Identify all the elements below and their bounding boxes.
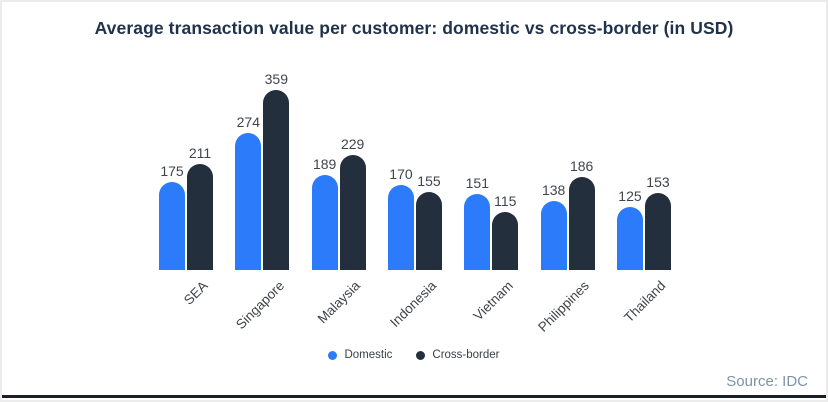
value-label: 186 [569, 158, 594, 174]
chart-legend: Domestic Cross-border [2, 349, 826, 361]
value-label: 175 [160, 163, 184, 179]
bar-cross-border[interactable] [339, 155, 366, 270]
value-label: 125 [618, 188, 642, 204]
legend-dot-icon [328, 350, 338, 360]
bar-column: 151 [464, 175, 491, 270]
bar-domestic[interactable] [616, 207, 643, 270]
value-label: 153 [646, 174, 670, 190]
bar-column: 211 [187, 145, 213, 270]
bar-domestic[interactable] [311, 175, 338, 270]
bar-column: 115 [492, 193, 519, 270]
x-axis-label: Indonesia [387, 278, 440, 331]
legend-dot-icon [416, 350, 426, 360]
legend-label: Domestic [344, 349, 393, 361]
bar-column: 170 [387, 166, 414, 270]
value-label: 155 [417, 173, 441, 189]
x-axis-label: Malaysia [314, 278, 364, 327]
bar-group-indonesia: 170 155 Indonesia [387, 166, 442, 330]
bar-group-thailand: 125 153 Thailand [616, 174, 671, 325]
source-label: Source: IDC [726, 373, 808, 390]
x-axis-label: Vietnam [470, 278, 516, 324]
bar-column: 175 [159, 163, 185, 270]
x-axis-label: SEA [180, 278, 211, 308]
legend-item-cross-border[interactable]: Cross-border [416, 349, 500, 361]
value-label: 151 [465, 175, 489, 191]
bar-chart-plot-area: 175 211 SEA 274 359 Singapore 189 229 Malaysia 17… [159, 2, 671, 335]
bar-cross-border[interactable] [644, 193, 671, 270]
bar-cross-border[interactable] [415, 192, 442, 270]
legend-label: Cross-border [432, 349, 500, 361]
bar-column: 189 [311, 156, 338, 270]
bar-domestic[interactable] [159, 182, 185, 270]
bar-group-vietnam: 151 115 Vietnam [464, 175, 519, 323]
bar-column: 186 [568, 158, 595, 270]
bar-group-malaysia: 189 229 Malaysia [311, 136, 366, 326]
value-label: 229 [340, 136, 365, 152]
value-label: 138 [541, 182, 566, 198]
bar-cross-border[interactable] [187, 164, 213, 270]
bar-group-singapore: 274 359 Singapore [233, 71, 290, 332]
legend-item-domestic[interactable]: Domestic [328, 349, 392, 361]
x-axis-label: Thailand [621, 278, 669, 326]
bar-domestic[interactable] [387, 185, 414, 270]
bar-group-sea: 175 211 SEA [159, 145, 213, 308]
value-label: 115 [494, 193, 517, 209]
x-axis-label: Singapore [232, 278, 287, 333]
x-axis-label: Philippines [535, 278, 593, 335]
chart-title: Average transaction value per customer: … [94, 18, 734, 38]
bar-column: 125 [616, 188, 643, 270]
bar-column: 274 [235, 114, 262, 270]
value-label: 211 [188, 145, 212, 161]
bar-domestic[interactable] [540, 201, 567, 270]
bar-cross-border[interactable] [568, 177, 595, 270]
bar-column: 138 [540, 182, 567, 270]
value-label: 274 [236, 114, 260, 130]
bar-column: 153 [644, 174, 671, 270]
bar-domestic[interactable] [235, 133, 262, 270]
bar-domestic[interactable] [464, 194, 491, 270]
bar-cross-border[interactable] [492, 212, 519, 270]
value-label: 359 [264, 71, 288, 87]
bar-column: 359 [263, 71, 290, 270]
value-label: 170 [389, 166, 413, 182]
bar-cross-border[interactable] [263, 90, 290, 270]
bar-column: 229 [339, 136, 366, 270]
bottom-rule [2, 395, 826, 398]
value-label: 189 [312, 156, 337, 172]
bar-group-philippines: 138 186 Philippines [535, 158, 595, 335]
bar-column: 155 [415, 173, 442, 270]
